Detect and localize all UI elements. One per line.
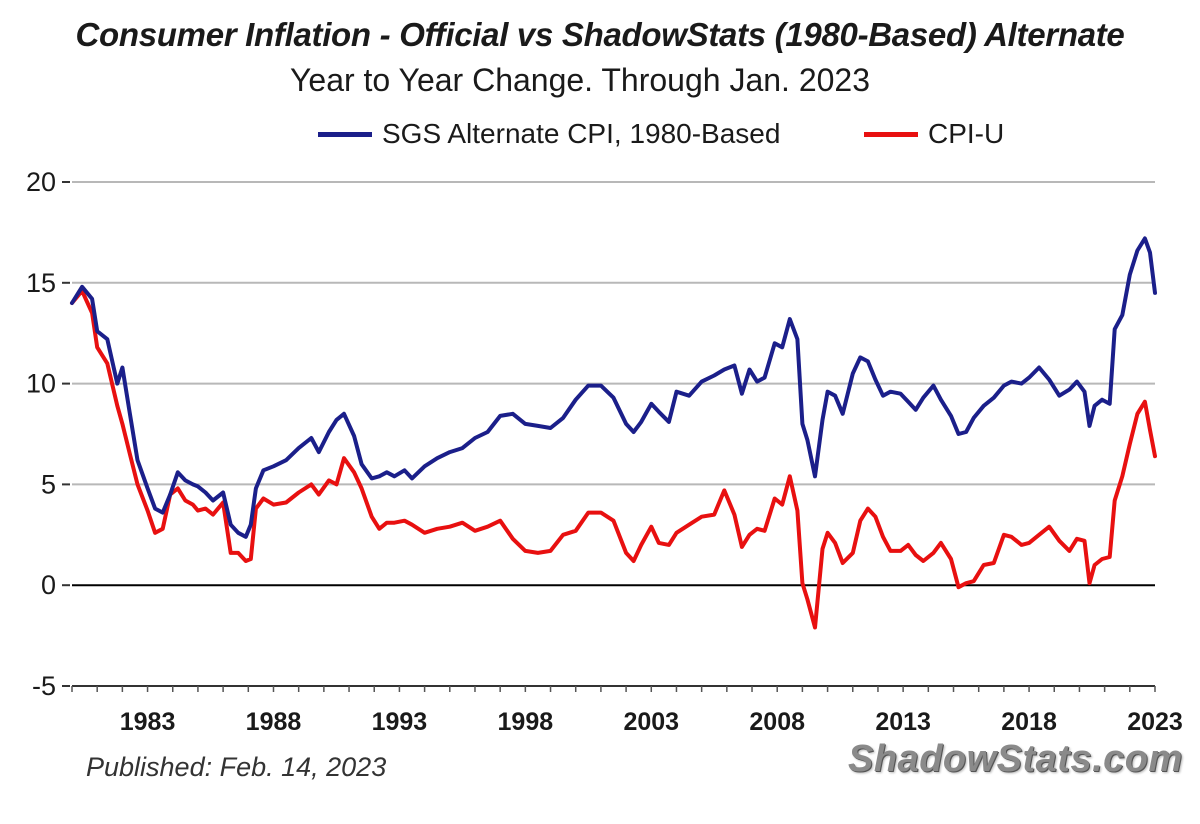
grid-lines bbox=[72, 181, 1155, 687]
chart-title: Consumer Inflation - Official vs ShadowS… bbox=[75, 16, 1125, 53]
legend-item-sgs: SGS Alternate CPI, 1980-Based bbox=[318, 118, 780, 150]
brand-logo: ShadowStats.com bbox=[848, 738, 1183, 780]
published-date: Published: Feb. 14, 2023 bbox=[86, 752, 387, 782]
y-tick-label: 0 bbox=[41, 570, 56, 600]
y-tick-label: 20 bbox=[26, 167, 56, 197]
legend-label-sgs: SGS Alternate CPI, 1980-Based bbox=[382, 118, 781, 149]
x-tick-label: 2013 bbox=[875, 708, 931, 736]
x-tick-label: 2008 bbox=[749, 708, 805, 736]
legend-item-cpi: CPI-U bbox=[864, 118, 1004, 150]
x-tick-label: 2023 bbox=[1127, 708, 1183, 736]
chart-legend: SGS Alternate CPI, 1980-Based CPI-U bbox=[0, 118, 1200, 158]
axes: -5 0 5 10 15 20 1983 1988 1993 1998 2003 2008 2013 20… bbox=[26, 167, 1183, 736]
y-tick-label: 5 bbox=[41, 469, 56, 499]
chart-subtitle: Year to Year Change. Through Jan. 2023 bbox=[289, 62, 871, 98]
y-tick-label: 15 bbox=[26, 268, 56, 298]
x-tick-label: 1993 bbox=[372, 708, 428, 736]
legend-swatch-sgs bbox=[318, 131, 372, 137]
y-tick-label: -5 bbox=[32, 671, 56, 701]
x-tick-label: 1983 bbox=[120, 708, 176, 736]
x-tick-label: 2003 bbox=[623, 708, 679, 736]
x-tick-label: 2018 bbox=[1001, 708, 1057, 736]
x-tick-label: 1998 bbox=[498, 708, 554, 736]
y-tick-label: 10 bbox=[26, 369, 56, 399]
series-lines bbox=[70, 236, 1157, 630]
legend-label-cpi: CPI-U bbox=[928, 118, 1005, 149]
x-tick-label: 1988 bbox=[246, 708, 302, 736]
legend-swatch-cpi bbox=[864, 131, 918, 137]
series-line-cpi bbox=[70, 288, 1157, 630]
series-line-sgs bbox=[70, 236, 1157, 539]
